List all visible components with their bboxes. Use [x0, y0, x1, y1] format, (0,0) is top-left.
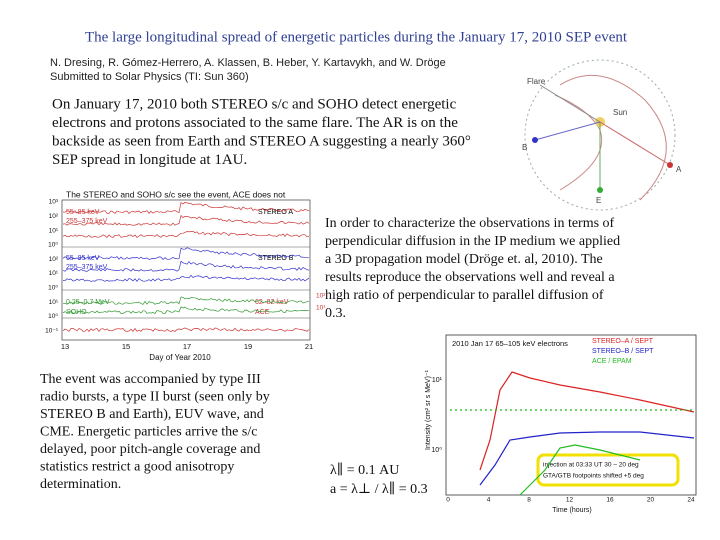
y-tick-label: 10⁻¹ [45, 327, 59, 334]
paragraph-line: delayed, poor pitch-angle coverage and [40, 442, 260, 457]
data-curve [62, 201, 310, 215]
panel-label: ACE [255, 309, 270, 316]
model-curve [519, 444, 641, 496]
x-axis-label: Day of Year 2010 [149, 353, 211, 362]
paragraph-line: In order to characterize the observation… [325, 216, 615, 231]
panel-label: SOHO [66, 309, 87, 316]
paragraph-line: On January 17, 2010 both STEREO s/c and … [52, 96, 457, 112]
legend-entry: STEREO–A / SEPT [592, 338, 654, 345]
y-tick-label: 10³ [49, 199, 59, 206]
paragraph-line: CME. Energetic particles arrive the s/c [40, 425, 257, 440]
panel-label: 255–375 keV [66, 218, 108, 225]
orbit-figure [524, 59, 676, 211]
orbit-label: B [522, 143, 527, 152]
panel-label: 55–85 keV [66, 209, 100, 216]
spiral [559, 74, 667, 201]
authors: N. Dresing, R. Gómez-Herrero, A. Klassen… [50, 57, 446, 69]
x-tick-label: 0 [446, 497, 450, 504]
paragraph-line: electrons and protons associated to the … [52, 115, 458, 131]
b-line [534, 121, 601, 141]
a-line [599, 121, 671, 166]
y-tick-label: 10⁰ [48, 313, 58, 320]
annotation-line: GTA/GTB footpoints shifted +5 deg [543, 473, 644, 480]
legend-entry: ACE / EPAM [592, 358, 632, 365]
x-tick-label: 13 [61, 342, 69, 351]
x-tick-label: 20 [647, 497, 655, 504]
annotation-line: injection at 03:33 UT 30 – 20 deg [543, 462, 639, 469]
formula: a = λ⊥ / λ∥ = 0.3 [330, 481, 428, 497]
spacecraft-a [667, 162, 673, 168]
y-tick-label: 10¹ [316, 305, 326, 312]
panel-label: STEREO A [258, 209, 293, 216]
x-tick-label: 8 [527, 497, 531, 504]
paragraph-line: high ratio of perpendicular to parallel … [325, 288, 604, 303]
data-curve [62, 230, 310, 239]
data-curve [62, 296, 310, 305]
paragraph-line: statistics restrict a good anisotropy [40, 460, 234, 475]
data-curve [62, 306, 310, 314]
orbit-label: A [676, 165, 682, 174]
y-tick-label: 10⁰ [431, 446, 442, 454]
data-curve [62, 327, 310, 332]
y-tick-label: 10⁰ [48, 242, 58, 249]
x-tick-label: 15 [122, 342, 130, 351]
paragraph-line: perpendicular diffusion in the IP medium… [325, 234, 620, 249]
x-tick-label: 16 [606, 497, 614, 504]
submitted: Submitted to Solar Physics (TI: Sun 360) [50, 71, 249, 83]
y-tick-label: 10¹ [49, 299, 59, 306]
model-curve [479, 371, 695, 471]
legend-entry: STEREO–B / SEPT [592, 348, 654, 355]
figure-caption: The STEREO and SOHO s/c see the event, A… [66, 189, 286, 199]
x-tick-label: 4 [487, 497, 491, 504]
x-tick-label: 19 [244, 342, 252, 351]
panel-label: 255–375 keV [66, 264, 108, 271]
paragraph-line: The event was accompanied by type III [40, 372, 261, 387]
paragraph-line: radio bursts, a type II burst (seen only… [40, 390, 270, 405]
data-curve [62, 274, 310, 282]
data-curve [62, 214, 310, 226]
panel-label: STEREO B [258, 255, 294, 262]
paragraph-line: a 3D propagation model (Dröge et. al, 20… [325, 252, 603, 267]
data-curve [62, 247, 310, 261]
panel-label: 62–82 keV [255, 299, 289, 306]
data-curve [62, 260, 310, 272]
x-tick-label: 17 [183, 342, 191, 351]
slide-title: The large longitudinal spread of energet… [85, 29, 628, 45]
earth [597, 187, 603, 193]
paragraph-line: backside as seen from Earth and STEREO A… [52, 133, 471, 149]
flare-line [539, 84, 601, 123]
paragraph-line: determination. [40, 477, 121, 492]
y-tick-label: 10² [49, 213, 59, 220]
x-tick-label: 21 [305, 342, 313, 351]
y-tick-label: 10¹ [432, 377, 443, 384]
orbit [524, 59, 676, 211]
y-tick-label: 10² [49, 256, 59, 263]
orbit-label: Sun [613, 108, 627, 117]
formula: λ∥ = 0.1 AU [330, 462, 399, 478]
x-tick-label: 12 [566, 497, 574, 504]
y-tick-label: 10² [316, 293, 326, 300]
orbit-label: E [596, 196, 601, 205]
x-tick-label: 24 [687, 497, 695, 504]
figure-title: 2010 Jan 17 65–105 keV electrons [452, 339, 568, 348]
paragraph-line: 0.3. [325, 306, 346, 321]
annotation-box [536, 453, 680, 487]
model-curve [479, 431, 695, 486]
paragraph-line: STEREO B and Earth), EUV wave, and [40, 407, 264, 422]
orbit-label: Flare [527, 77, 546, 86]
y-tick-label: 10⁰ [48, 285, 58, 292]
paragraph-line: SEP spread in longitude at 1AU. [52, 152, 247, 168]
y-tick-label: 10¹ [49, 270, 59, 277]
y-axis-label: Intensity (cm² sr s MeV)⁻¹ [425, 369, 432, 450]
x-axis-label: Time (hours) [552, 507, 591, 514]
model-figure [445, 334, 697, 496]
paragraph-line: results reproduce the observations well … [325, 270, 615, 285]
panel-label: 55–85 keV [66, 255, 100, 262]
spacecraft-b [532, 137, 538, 143]
y-tick-label: 10¹ [49, 227, 59, 234]
